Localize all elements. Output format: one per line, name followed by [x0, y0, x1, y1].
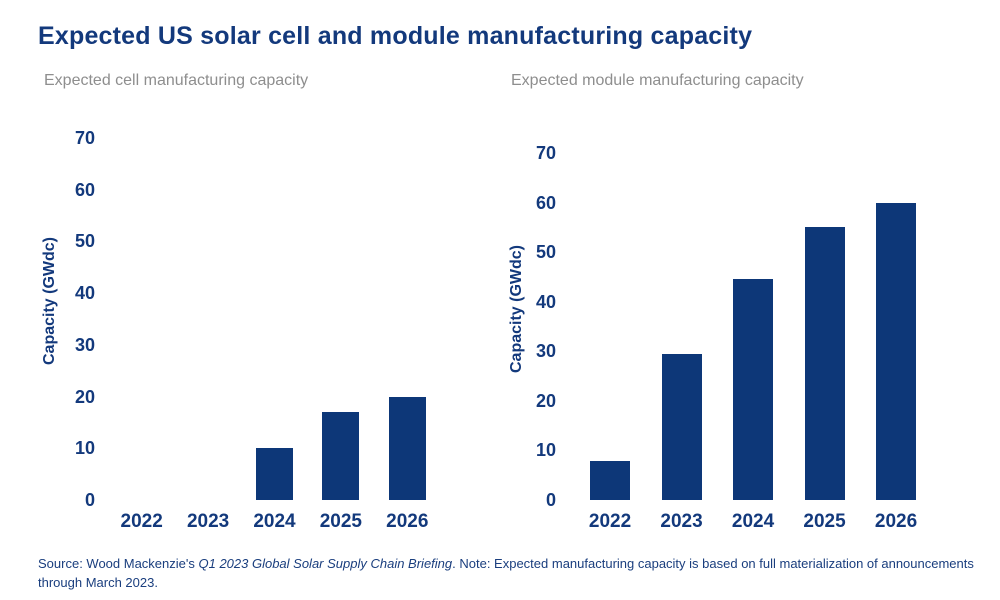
y-axis-tick-label: 20 — [535, 390, 556, 411]
bar-2024 — [256, 448, 293, 500]
bar-2024 — [733, 279, 774, 500]
y-axis-tick-label: 10 — [535, 440, 556, 461]
cell-capacity-chart: Capacity (GWdc) 0 10 20 30 40 50 60 70 2022 2023 2… — [38, 128, 478, 532]
bar-2026 — [388, 396, 426, 500]
y-axis-tick-label: 60 — [535, 192, 556, 213]
x-axis-tick-label: 2022 — [120, 511, 163, 532]
y-axis-tick-label: 60 — [74, 179, 95, 200]
x-axis-tick-label: 2025 — [319, 511, 363, 532]
x-axis-tick-label: 2026 — [386, 511, 429, 532]
y-axis-tick-label: 40 — [74, 283, 95, 304]
x-axis-tick-label: 2023 — [660, 511, 703, 532]
y-axis-tick-label: 0 — [84, 490, 95, 510]
source-note: Source: Wood Mackenzie's Q1 2023 Global … — [38, 554, 983, 592]
y-axis-tick-label: 70 — [535, 143, 556, 163]
page-title: Expected US solar cell and module manufa… — [38, 22, 753, 50]
cell-chart-subtitle: Expected cell manufacturing capacity — [44, 72, 309, 89]
y-axis-tick-label: 70 — [74, 128, 95, 148]
source-text-suffix: . Note: Expected manufacturing capacity … — [38, 556, 974, 590]
y-axis-tick-label: 10 — [74, 438, 95, 459]
x-axis-tick-label: 2023 — [186, 511, 230, 532]
y-axis-tick-label: 50 — [535, 242, 556, 263]
x-axis-tick-label: 2025 — [803, 511, 846, 532]
y-axis-tick-label: 0 — [545, 490, 556, 510]
bar-2025 — [322, 412, 360, 500]
x-axis-tick-label: 2026 — [874, 511, 918, 532]
bar-2025 — [804, 227, 845, 500]
y-axis-tick-label: 50 — [74, 231, 95, 252]
module-capacity-chart: Capacity (GWdc) 0 10 20 30 40 50 60 70 2022 2023 2… — [505, 143, 965, 532]
module-chart-subtitle: Expected module manufacturing capacity — [511, 72, 804, 89]
source-text-italic: Q1 2023 Global Solar Supply Chain Briefi… — [198, 556, 453, 571]
y-axis-tick-label: 30 — [535, 341, 556, 362]
bar-2026 — [876, 202, 917, 500]
x-axis-tick-label: 2024 — [731, 511, 775, 532]
y-axis-tick-label: 30 — [74, 334, 95, 355]
y-axis-tick-label: 40 — [535, 291, 556, 312]
bar-2022 — [590, 461, 631, 500]
y-axis-tick-label: 20 — [74, 386, 95, 407]
x-axis-tick-label: 2022 — [588, 511, 632, 532]
bar-2023 — [661, 353, 702, 500]
x-axis-tick-label: 2024 — [253, 511, 296, 532]
source-text-prefix: Source: Wood Mackenzie's — [38, 556, 199, 571]
